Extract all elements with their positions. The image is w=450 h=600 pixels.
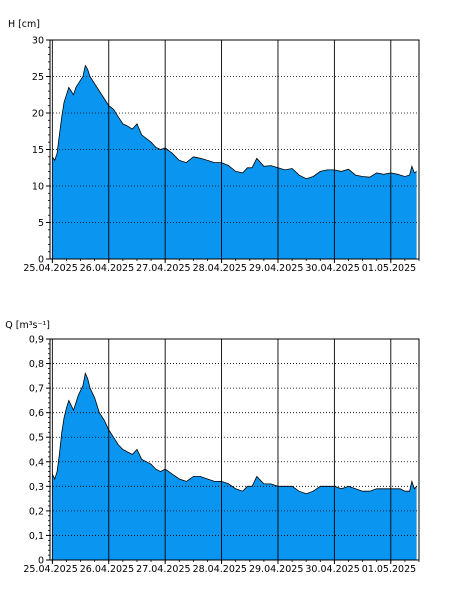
- y-tick-label: 0: [38, 556, 44, 567]
- x-tick-label: 26.04.2025: [80, 564, 134, 575]
- series-line: [52, 64, 417, 180]
- x-tick-label: 28.04.2025: [193, 263, 247, 274]
- y-tick-label: 5: [38, 218, 44, 229]
- x-tick-label: 01.05.2025: [362, 263, 416, 274]
- x-tick-label: 25.04.2025: [23, 564, 77, 575]
- x-tick-label: 29.04.2025: [249, 263, 303, 274]
- x-tick-label: 29.04.2025: [249, 564, 303, 575]
- y-tick-label: 0,3: [29, 482, 44, 493]
- x-tick-label: 27.04.2025: [136, 564, 190, 575]
- x-tick-label: 30.04.2025: [305, 263, 359, 274]
- x-tick-label: 28.04.2025: [193, 564, 247, 575]
- discharge-chart: Q [m³s⁻¹] 0 0,1 0,2 0,3 0,4 0,5 0,6 0,7 0,8 0,9 25…: [5, 320, 420, 575]
- y-tick-label: 0,4: [29, 457, 44, 468]
- series-line: [52, 372, 417, 495]
- y-tick-label: 0,6: [29, 408, 44, 419]
- y-tick-label: 0,1: [29, 531, 44, 542]
- x-tick-label: 25.04.2025: [23, 263, 77, 274]
- x-tick-label: 01.05.2025: [362, 564, 416, 575]
- y-tick-label: 0,2: [29, 506, 44, 517]
- y-tick-label: 0: [38, 255, 44, 266]
- y-axis-label: Q [m³s⁻¹]: [5, 320, 50, 331]
- x-tick-label: 27.04.2025: [136, 263, 190, 274]
- y-tick-label: 30: [32, 36, 44, 47]
- plot-frame: [49, 338, 420, 561]
- x-tick-label: 30.04.2025: [305, 564, 359, 575]
- y-axis-label: H [cm]: [8, 19, 40, 30]
- y-tick-label: 10: [32, 182, 44, 193]
- y-tick-label: 20: [32, 109, 44, 120]
- y-tick-label: 15: [32, 145, 44, 156]
- y-tick-label: 0,5: [29, 433, 44, 444]
- series-area: [52, 373, 417, 560]
- x-tick-label: 26.04.2025: [80, 263, 134, 274]
- y-tick-label: 0,9: [29, 335, 44, 346]
- series-area: [52, 65, 417, 259]
- y-tick-label: 0,8: [29, 359, 44, 370]
- y-tick-label: 0,7: [29, 384, 44, 395]
- y-tick-label: 25: [32, 72, 44, 83]
